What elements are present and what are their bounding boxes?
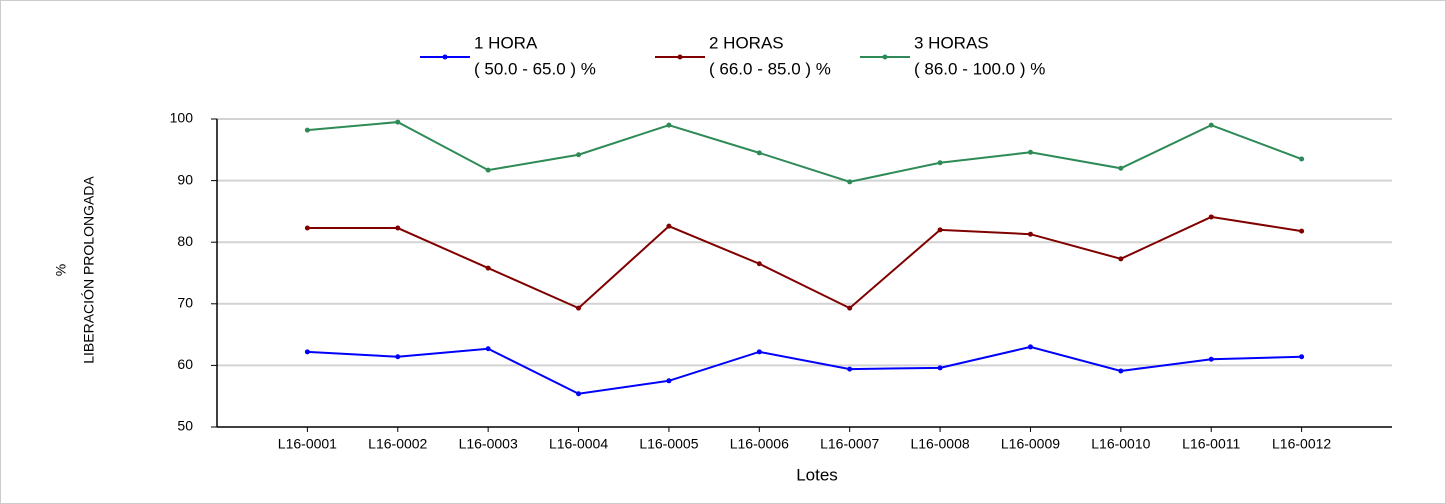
point [304,127,310,133]
x-tick-label: L16-0002 [368,436,427,452]
point [1208,122,1214,128]
y-tick-label: 50 [177,418,193,434]
x-axis-label: Lotes [796,465,838,484]
point [304,349,310,355]
series-line [307,121,1302,183]
point [576,305,582,311]
legend-swatch [677,54,683,60]
x-tick-label: L16-0011 [1182,436,1240,452]
point [1027,344,1033,350]
x-tick-label: L16-0003 [459,436,518,452]
point [395,354,401,360]
legend-label: 2 HORAS [709,33,784,52]
series-line [307,345,1302,395]
legend-swatch [882,54,888,60]
point [395,119,401,125]
point [1299,354,1305,360]
point [304,225,310,231]
point [1299,228,1305,234]
point [576,152,582,158]
y-axis-label: LIBERACIÓN PROLONGADA [81,176,97,364]
legend-label: ( 66.0 - 85.0 ) % [709,59,831,78]
x-tick-label: L16-0005 [639,436,698,452]
y-tick-label: 100 [170,110,194,126]
series-line [307,215,1302,310]
point [847,366,853,372]
point [666,122,672,128]
legend-label: ( 86.0 - 100.0 ) % [914,59,1045,78]
point [395,225,401,231]
point [485,167,491,173]
point [666,378,672,384]
y-tick-label: 80 [177,233,193,249]
x-tick-label: L16-0004 [549,436,608,452]
point [1027,231,1033,237]
point [756,150,762,156]
point [1299,156,1305,162]
legend-swatch [442,54,448,60]
y-tick-label: 70 [177,295,193,311]
x-tick-label: L16-0009 [1001,436,1060,452]
legend-label: 3 HORAS [914,33,989,52]
point [847,305,853,311]
y-axis-label: % [53,264,69,276]
point [937,227,943,233]
y-tick-label: 60 [177,356,193,372]
point [756,349,762,355]
x-tick-label: L16-0008 [910,436,969,452]
point [1118,256,1124,262]
point [847,179,853,185]
x-tick-label: L16-0012 [1272,436,1331,452]
y-tick-label: 90 [177,171,193,187]
point [756,261,762,267]
x-tick-label: L16-0007 [820,436,879,452]
x-tick-label: L16-0001 [278,436,337,452]
point [1118,368,1124,374]
point [1027,149,1033,155]
point [485,346,491,352]
point [1208,214,1214,220]
point [937,365,943,371]
point [1118,165,1124,171]
point [576,391,582,397]
point [485,265,491,271]
point [1208,356,1214,362]
legend-label: ( 50.0 - 65.0 ) % [474,59,596,78]
point [666,223,672,229]
x-tick-label: L16-0010 [1091,436,1150,452]
point [937,160,943,166]
legend-label: 1 HORA [474,33,538,52]
x-tick-label: L16-0006 [730,436,789,452]
